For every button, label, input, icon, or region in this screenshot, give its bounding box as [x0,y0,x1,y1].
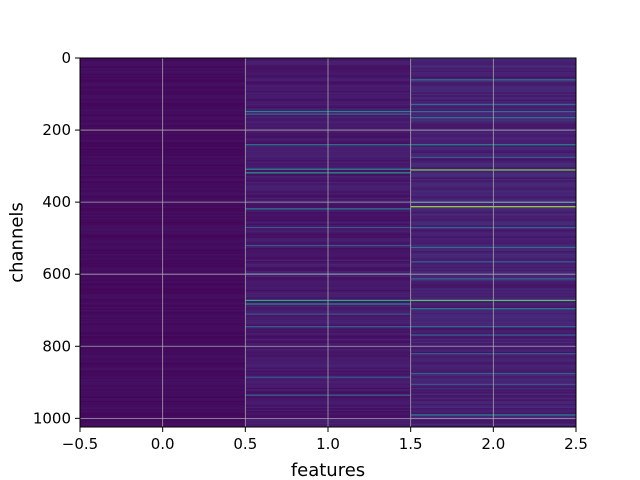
y-tick-label: 400 [42,193,71,211]
y-tick-label: 800 [42,337,71,355]
y-axis-label: channels [6,202,27,283]
x-tick-label: 0.0 [151,435,175,453]
x-tick-label: 2.0 [481,435,505,453]
y-tick-label: 600 [42,265,71,283]
x-tick-label: 1.5 [399,435,423,453]
y-tick-label: 200 [42,121,71,139]
x-tick-label: 0.5 [233,435,257,453]
x-tick-label: 2.5 [564,435,588,453]
x-axis-label: features [291,460,365,480]
y-tick-label: 1000 [33,409,71,427]
y-tick-label: 0 [61,49,71,67]
x-tick-label: −0.5 [62,435,98,453]
x-axis-ticks: −0.5 0.0 0.5 1.0 1.5 2.0 2.5 [62,427,588,453]
x-tick-label: 1.0 [316,435,340,453]
y-axis-ticks: 0 200 400 600 800 1000 [33,49,80,427]
